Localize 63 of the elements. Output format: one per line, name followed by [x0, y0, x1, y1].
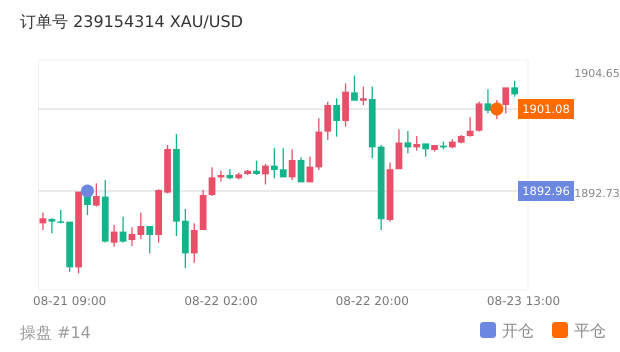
- candlestick: [120, 216, 126, 243]
- x-tick-label: 08-22 20:00: [336, 294, 409, 308]
- candlestick: [182, 208, 189, 268]
- candlestick: [511, 80, 518, 97]
- candlestick: [378, 144, 385, 230]
- candlestick: [244, 170, 252, 175]
- candlestick: [306, 156, 314, 182]
- candlestick: [270, 148, 278, 178]
- candlestick: [208, 167, 216, 196]
- candlestick: [413, 136, 420, 151]
- candlestick: [448, 139, 456, 148]
- text: 操盘 #14: [20, 323, 91, 342]
- candlestick: [128, 227, 136, 246]
- candlestick: [146, 226, 154, 254]
- candlestick: [75, 192, 82, 274]
- candlestick: [92, 183, 100, 207]
- candlestick: [40, 212, 46, 230]
- candlestick: [315, 118, 322, 170]
- candlestick: [404, 131, 412, 154]
- candlestick: [422, 143, 430, 157]
- candlestick: [102, 180, 109, 243]
- x-tick-label: 08-21 09:00: [33, 294, 106, 308]
- candlestick: [226, 169, 234, 180]
- x-tick-label: 08-22 02:00: [184, 294, 258, 308]
- candlestick: [502, 87, 510, 114]
- ref-line-label: 1892.96: [522, 184, 570, 198]
- candlestick: [280, 148, 287, 178]
- x-tick-label: 08-23 13:00: [486, 294, 560, 308]
- candlestick: [235, 172, 242, 180]
- candlestick: [333, 98, 340, 137]
- y-tick-label: 1892.73: [574, 187, 620, 200]
- candlestick: [476, 102, 482, 132]
- candlestick: [173, 134, 180, 236]
- candlestick: [137, 212, 144, 240]
- candlestick: [466, 117, 474, 137]
- candlestick: [351, 76, 358, 101]
- candlestick: [360, 86, 367, 106]
- candlestick: [458, 134, 465, 144]
- candlestick: [396, 129, 402, 170]
- candlestick: [48, 218, 56, 234]
- candlestick: [110, 224, 118, 247]
- candlestick: [200, 190, 207, 230]
- legend-label: 开仓: [502, 321, 534, 340]
- candlestick: [324, 102, 332, 140]
- candlestick: [164, 144, 171, 194]
- candlestick: [431, 144, 438, 152]
- candlestick: [253, 160, 260, 175]
- candlestick: [57, 210, 64, 224]
- candlestick: [342, 83, 349, 127]
- candlestick: [155, 189, 162, 243]
- candlestick: [190, 223, 198, 263]
- candlestick: [298, 157, 304, 182]
- chart-title: 订单号 239154314 XAU/USD: [20, 12, 243, 31]
- candlestick: [66, 222, 74, 272]
- candlestick: [386, 162, 394, 222]
- legend-label: 平仓: [574, 321, 606, 340]
- candlestick: [440, 142, 447, 150]
- candlestick: [288, 149, 296, 180]
- y-tick-label: 1904.65: [574, 66, 620, 80]
- candlestick: [368, 86, 376, 158]
- candlestick: [262, 164, 269, 184]
- candlestick: [218, 170, 224, 182]
- ref-line-label: 1901.08: [522, 102, 570, 116]
